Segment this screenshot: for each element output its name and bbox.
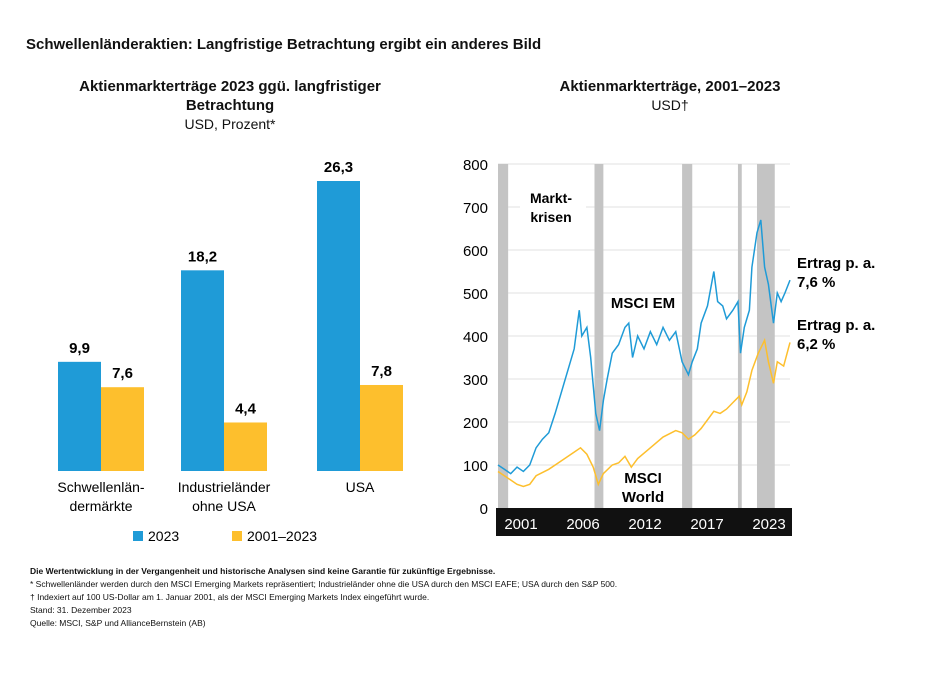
- category-label: Industrieländer: [178, 479, 271, 495]
- return-annotation: Ertrag p. a.: [797, 317, 875, 334]
- category-label: Schwellenlän-: [57, 479, 144, 495]
- note: Die Wertentwicklung in der Vergangenheit…: [30, 566, 496, 576]
- bar-chart-title: Aktienmarkterträge 2023 ggü. langfristig…: [40, 77, 420, 134]
- series-label: MSCI: [624, 470, 662, 487]
- note: Stand: 31. Dezember 2023: [30, 605, 132, 615]
- y-tick-label: 500: [463, 286, 488, 303]
- y-tick-label: 600: [463, 243, 488, 260]
- note: * Schwellenländer werden durch den MSCI …: [30, 579, 618, 589]
- category-label: ohne USA: [192, 498, 256, 514]
- series-line-msci-em: [497, 219, 791, 475]
- crisis-band: [682, 164, 693, 508]
- bar-value-label: 26,3: [324, 159, 353, 176]
- x-tick-label: 2006: [566, 516, 599, 533]
- crisis-label-bg: [520, 188, 586, 230]
- category-label: USA: [346, 479, 375, 495]
- crisis-band: [594, 164, 604, 508]
- bar-value-label: 4,4: [235, 400, 257, 417]
- bar-2023: [58, 361, 101, 471]
- bar-longterm: [101, 387, 144, 471]
- x-tick-label: 2012: [628, 516, 661, 533]
- y-tick-label: 700: [463, 200, 488, 217]
- crisis-band: [756, 164, 775, 508]
- series-label: MSCI EM: [611, 295, 675, 312]
- x-axis-bar: [496, 508, 792, 536]
- bar-value-label: 7,6: [112, 365, 133, 382]
- bar-value-label: 7,8: [371, 363, 392, 380]
- bar-2023: [181, 270, 224, 471]
- series-line-msci-world: [497, 337, 791, 488]
- y-tick-label: 200: [463, 415, 488, 432]
- bar-value-label: 9,9: [69, 340, 90, 357]
- bar-value-label: 18,2: [188, 248, 217, 265]
- crisis-label: Markt-: [530, 190, 572, 206]
- legend-swatch: [232, 531, 242, 541]
- return-annotation: 7,6 %: [797, 274, 835, 291]
- series-label: World: [622, 489, 664, 506]
- x-tick-label: 2001: [504, 516, 537, 533]
- note: † Indexiert auf 100 US-Dollar am 1. Janu…: [30, 592, 430, 602]
- main-title: Schwellenländeraktien: Langfristige Betr…: [26, 36, 542, 53]
- bar-longterm: [224, 422, 267, 471]
- y-tick-label: 0: [480, 501, 488, 518]
- legend-label: 2001–2023: [247, 528, 317, 544]
- bar-longterm: [360, 384, 403, 471]
- return-annotation: Ertrag p. a.: [797, 255, 875, 272]
- return-annotation: 6,2 %: [797, 336, 835, 353]
- line-chart-title: Aktienmarkterträge, 2001–2023 USD†: [480, 77, 860, 115]
- y-tick-label: 100: [463, 458, 488, 475]
- footnotes: Die Wertentwicklung in der Vergangenheit…: [30, 565, 617, 630]
- crisis-band: [498, 164, 509, 508]
- bar-2023: [317, 181, 360, 471]
- line-title: Aktienmarkterträge, 2001–2023: [559, 78, 781, 95]
- note: Quelle: MSCI, S&P und AllianceBernstein …: [30, 618, 206, 628]
- y-tick-label: 300: [463, 372, 488, 389]
- crisis-label: krisen: [530, 209, 571, 225]
- legend-swatch: [133, 531, 143, 541]
- y-tick-label: 800: [463, 157, 488, 174]
- x-tick-label: 2017: [690, 516, 723, 533]
- x-tick-label: 2023: [752, 516, 785, 533]
- y-tick-label: 400: [463, 329, 488, 346]
- legend-label: 2023: [148, 528, 179, 544]
- line-subtitle: USD†: [651, 97, 689, 113]
- bar-subtitle: USD, Prozent*: [184, 116, 276, 132]
- category-label: dermärkte: [69, 498, 132, 514]
- bar-title: Aktienmarkterträge 2023 ggü. langfristig…: [79, 78, 381, 114]
